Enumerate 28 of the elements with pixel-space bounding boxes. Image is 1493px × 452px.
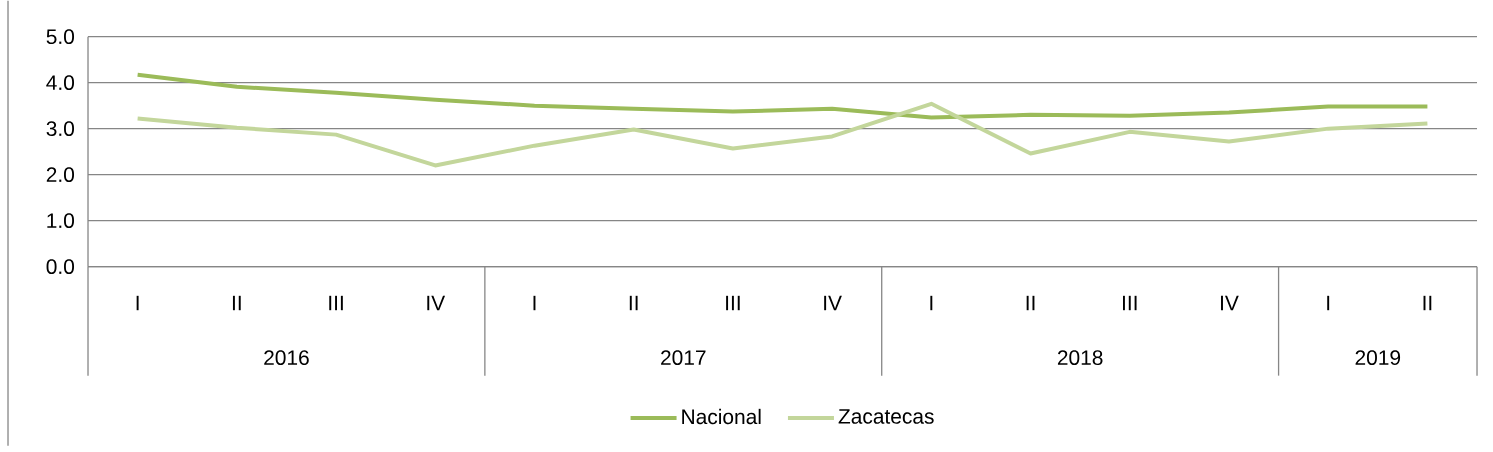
x-tick-label: III [329, 295, 343, 311]
x-tick-label: III [726, 295, 740, 311]
y-tick-label: 2.0 [46, 167, 75, 183]
x-tick-label: III [1122, 295, 1137, 311]
legend-label: Zacatecas [838, 409, 934, 424]
line-series [135, 101, 1430, 168]
x-tick-label: II [629, 295, 638, 311]
x-tick-label: I [136, 295, 139, 311]
x-tick-label: IV [1221, 295, 1239, 311]
y-tick-label: 0.0 [46, 259, 75, 275]
x-tick-label: I [930, 295, 933, 311]
x-tick-label: II [232, 295, 241, 311]
x-tick-label: II [1423, 295, 1432, 311]
legend-label: Nacional [682, 409, 761, 425]
x-tick-label: I [1327, 295, 1330, 311]
x-tick-label: IV [427, 295, 446, 311]
y-tick-label: 3.0 [46, 121, 75, 137]
y-tick-label: 1.0 [47, 213, 75, 229]
text: 2017 [661, 350, 706, 366]
x-tick-label: IV [824, 295, 842, 311]
text: 2019 [1355, 350, 1401, 366]
text: 2016 [264, 350, 309, 366]
x-tick-label: I [533, 295, 536, 311]
line-series [135, 72, 1430, 120]
y-tick-label: 4.0 [46, 75, 75, 91]
x-tick-label: II [1026, 295, 1035, 311]
text: 2018 [1057, 350, 1103, 366]
y-tick-label: 5.0 [46, 29, 75, 45]
